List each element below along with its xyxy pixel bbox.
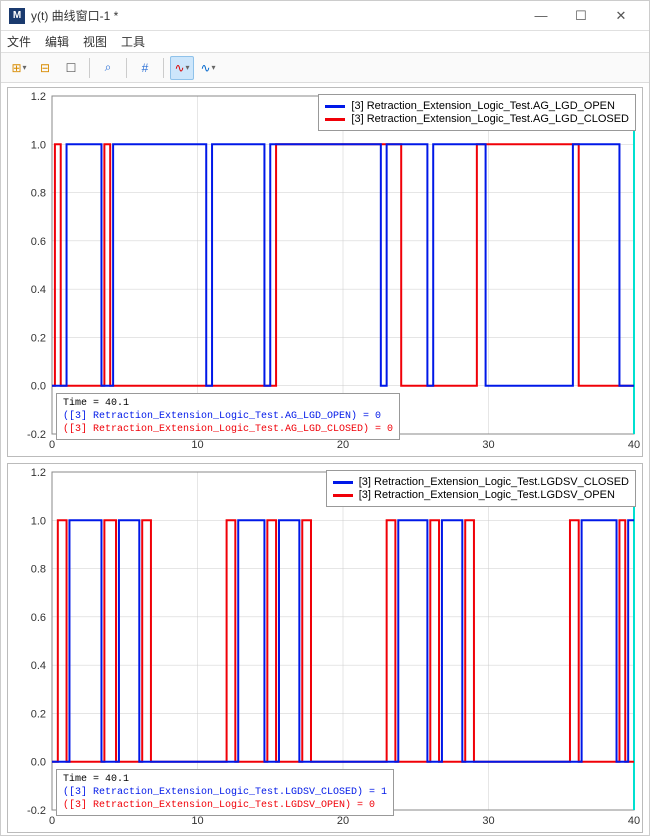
info-red: ([3] Retraction_Extension_Logic_Test.AG_… <box>63 423 393 436</box>
minimize-button[interactable]: — <box>521 2 561 30</box>
legend-swatch-blue <box>325 105 345 108</box>
svg-text:20: 20 <box>337 439 349 451</box>
layout-row-button[interactable]: ⊟ <box>33 56 57 80</box>
svg-text:1.2: 1.2 <box>31 467 46 479</box>
close-button[interactable]: ✕ <box>601 2 641 30</box>
cursor-infobox-1: Time = 40.1 ([3] Retraction_Extension_Lo… <box>56 393 400 440</box>
legend-swatch-red <box>333 494 353 497</box>
zoom-button[interactable]: ⌕ <box>96 56 120 80</box>
svg-text:0.0: 0.0 <box>31 381 46 393</box>
app-icon: M <box>9 8 25 24</box>
plot-area: 0 10 20 30 40 -0.2 0.0 0.2 0.4 0.6 0.8 1.0 1.2 [3] R… <box>1 83 649 835</box>
svg-text:40: 40 <box>628 815 640 827</box>
svg-text:0.2: 0.2 <box>31 708 46 720</box>
svg-text:-0.2: -0.2 <box>27 429 46 441</box>
svg-text:-0.2: -0.2 <box>27 805 46 817</box>
menubar: 文件 编辑 视图 工具 <box>1 31 649 53</box>
info-blue: ([3] Retraction_Extension_Logic_Test.AG_… <box>63 410 393 423</box>
toolbar-separator <box>126 58 127 78</box>
legend-label: [3] Retraction_Extension_Logic_Test.LGDS… <box>359 489 615 501</box>
toolbar-separator <box>163 58 164 78</box>
svg-text:0.8: 0.8 <box>31 188 46 200</box>
svg-text:0.4: 0.4 <box>31 284 46 296</box>
svg-text:1.0: 1.0 <box>31 515 46 527</box>
crop-button[interactable]: ☐ <box>59 56 83 80</box>
toolbar-separator <box>89 58 90 78</box>
legend-1: [3] Retraction_Extension_Logic_Test.AG_L… <box>318 94 636 131</box>
layout-grid-button[interactable]: ⊞ <box>7 56 31 80</box>
legend-label: [3] Retraction_Extension_Logic_Test.AG_L… <box>351 113 629 125</box>
legend-swatch-blue <box>333 481 353 484</box>
menu-file[interactable]: 文件 <box>7 33 31 50</box>
grid-toggle-button[interactable]: # <box>133 56 157 80</box>
titlebar: M y(t) 曲线窗口-1 * — ☐ ✕ <box>1 1 649 31</box>
maximize-button[interactable]: ☐ <box>561 2 601 30</box>
svg-text:0.2: 0.2 <box>31 332 46 344</box>
svg-text:20: 20 <box>337 815 349 827</box>
legend-swatch-red <box>325 118 345 121</box>
svg-text:0.4: 0.4 <box>31 660 46 672</box>
legend-label: [3] Retraction_Extension_Logic_Test.AG_L… <box>351 100 615 112</box>
cursor-infobox-2: Time = 40.1 ([3] Retraction_Extension_Lo… <box>56 769 394 816</box>
svg-text:1.2: 1.2 <box>31 91 46 103</box>
wave-style-button[interactable]: ∿ <box>170 56 194 80</box>
svg-text:10: 10 <box>191 815 203 827</box>
menu-view[interactable]: 视图 <box>83 33 107 50</box>
legend-2: [3] Retraction_Extension_Logic_Test.LGDS… <box>326 470 636 507</box>
svg-text:10: 10 <box>191 439 203 451</box>
svg-text:1.0: 1.0 <box>31 139 46 151</box>
svg-text:0: 0 <box>49 815 55 827</box>
info-time: Time = 40.1 <box>63 773 387 786</box>
legend-label: [3] Retraction_Extension_Logic_Test.LGDS… <box>359 476 629 488</box>
window-controls: — ☐ ✕ <box>521 2 641 30</box>
chart-2[interactable]: 0 10 20 30 40 -0.2 0.0 0.2 0.4 0.6 0.8 1.0 1.2 [3] R… <box>7 463 643 833</box>
svg-text:0.6: 0.6 <box>31 236 46 248</box>
window-title: y(t) 曲线窗口-1 * <box>31 7 521 24</box>
svg-text:0.0: 0.0 <box>31 757 46 769</box>
chart-1[interactable]: 0 10 20 30 40 -0.2 0.0 0.2 0.4 0.6 0.8 1.0 1.2 [3] R… <box>7 87 643 457</box>
menu-edit[interactable]: 编辑 <box>45 33 69 50</box>
toolbar: ⊞ ⊟ ☐ ⌕ # ∿ ∿ <box>1 53 649 83</box>
info-blue: ([3] Retraction_Extension_Logic_Test.LGD… <box>63 786 387 799</box>
svg-text:30: 30 <box>482 815 494 827</box>
svg-text:0: 0 <box>49 439 55 451</box>
info-red: ([3] Retraction_Extension_Logic_Test.LGD… <box>63 799 387 812</box>
svg-text:0.8: 0.8 <box>31 564 46 576</box>
svg-text:40: 40 <box>628 439 640 451</box>
wave-style2-button[interactable]: ∿ <box>196 56 220 80</box>
menu-tools[interactable]: 工具 <box>121 33 145 50</box>
svg-text:30: 30 <box>482 439 494 451</box>
info-time: Time = 40.1 <box>63 397 393 410</box>
svg-text:0.6: 0.6 <box>31 612 46 624</box>
